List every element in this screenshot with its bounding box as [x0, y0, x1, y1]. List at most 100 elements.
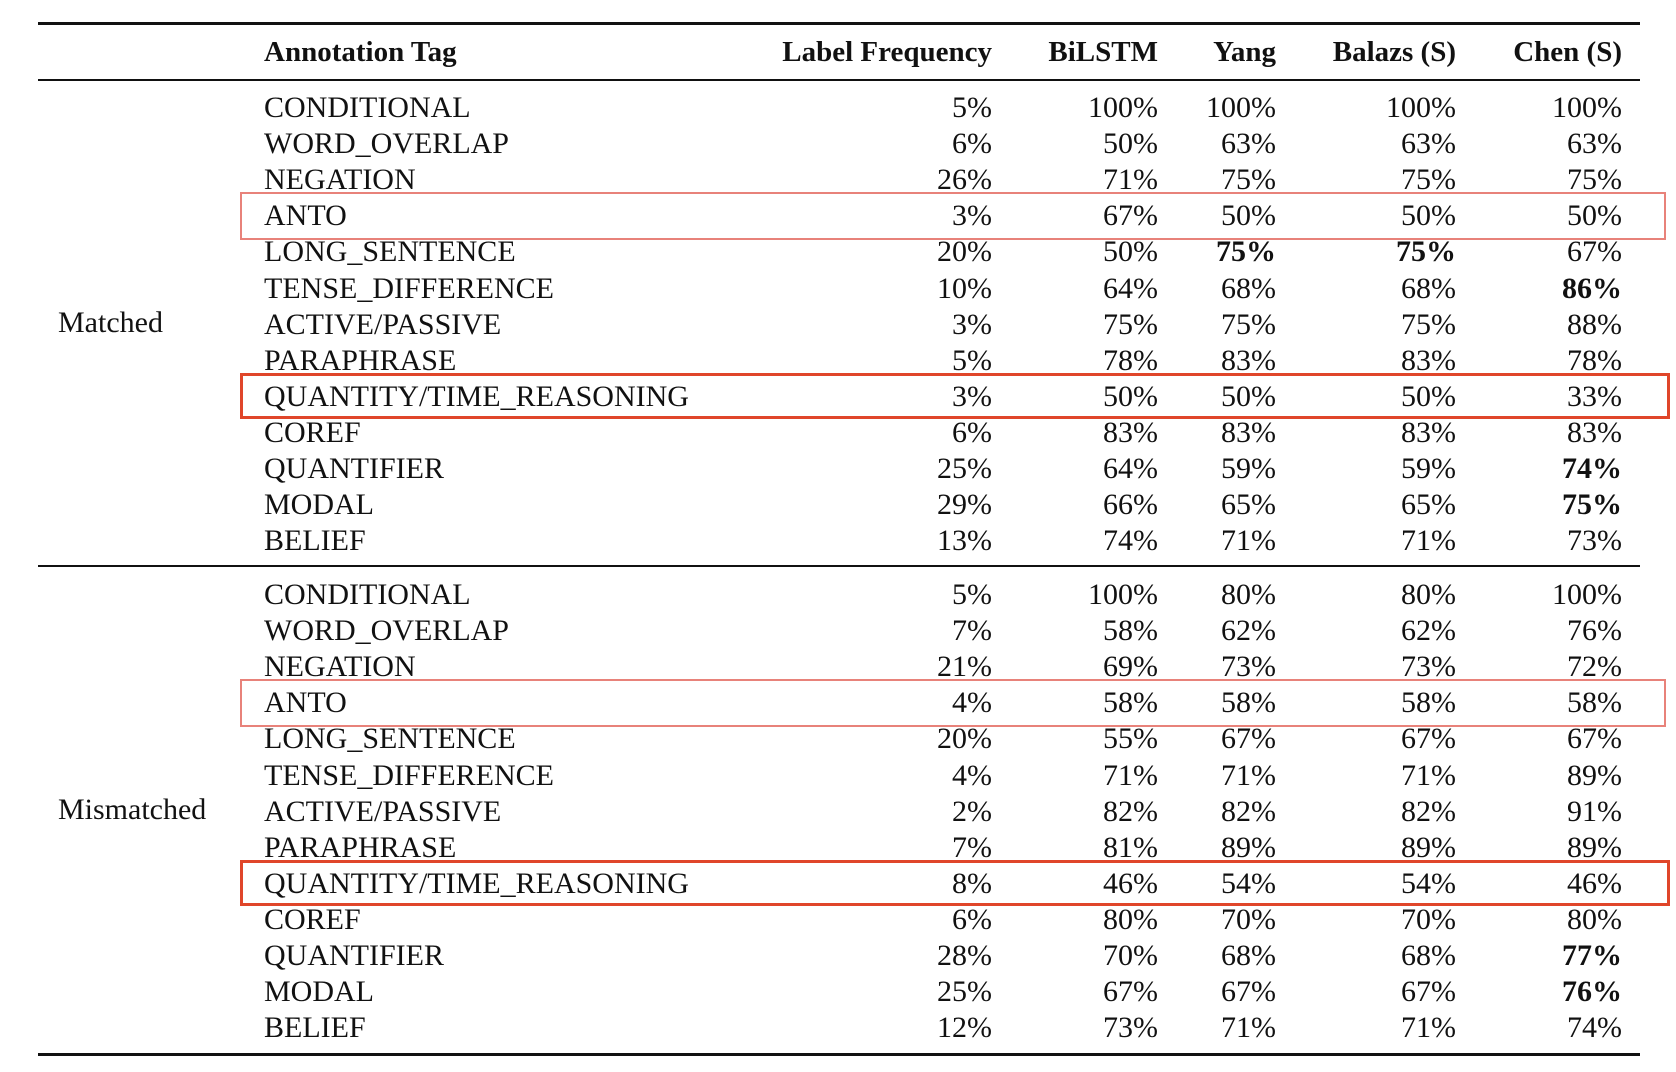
chen-cell: 67% — [1567, 722, 1622, 755]
annotation-tag-cell: NEGATION — [264, 650, 416, 683]
header-balazs: Balazs (S) — [1332, 36, 1456, 68]
balazs-cell: 58% — [1401, 686, 1456, 719]
freq-cell: 25% — [937, 452, 992, 485]
annotation-tag-cell: BELIEF — [264, 524, 366, 557]
annotation-tag-cell: QUANTIFIER — [264, 939, 444, 972]
balazs-cell: 54% — [1401, 867, 1456, 900]
balazs-cell: 67% — [1401, 722, 1456, 755]
yang-cell: 50% — [1221, 199, 1276, 232]
freq-cell: 12% — [937, 1011, 992, 1044]
annotation-tag-cell: COREF — [264, 903, 361, 936]
chen-cell: 74% — [1562, 452, 1622, 485]
freq-cell: 4% — [952, 686, 992, 719]
group-label-matched: Matched — [58, 306, 163, 339]
chen-cell: 86% — [1562, 272, 1622, 305]
yang-cell: 65% — [1221, 488, 1276, 521]
bilstm-cell: 55% — [1103, 722, 1158, 755]
annotation-tag-cell: WORD_OVERLAP — [264, 614, 509, 647]
header-bilstm: BiLSTM — [1048, 36, 1158, 68]
annotation-tag-cell: QUANTITY/TIME_REASONING — [264, 380, 689, 413]
balazs-cell: 63% — [1401, 127, 1456, 160]
chen-cell: 75% — [1562, 488, 1622, 521]
chen-cell: 80% — [1567, 903, 1622, 936]
annotation-tag-cell: QUANTIFIER — [264, 452, 444, 485]
header-annotation-tag: Annotation Tag — [264, 36, 457, 68]
freq-cell: 3% — [952, 199, 992, 232]
chen-cell: 77% — [1562, 939, 1622, 972]
freq-cell: 13% — [937, 524, 992, 557]
top-rule — [38, 22, 1640, 25]
bilstm-cell: 73% — [1103, 1011, 1158, 1044]
balazs-cell: 83% — [1401, 416, 1456, 449]
yang-cell: 71% — [1221, 524, 1276, 557]
freq-cell: 4% — [952, 759, 992, 792]
bilstm-cell: 67% — [1103, 199, 1158, 232]
balazs-cell: 59% — [1401, 452, 1456, 485]
chen-cell: 75% — [1567, 163, 1622, 196]
chen-cell: 46% — [1567, 867, 1622, 900]
annotation-tag-cell: MODAL — [264, 975, 374, 1008]
chen-cell: 100% — [1552, 91, 1622, 124]
bilstm-cell: 64% — [1103, 272, 1158, 305]
yang-cell: 68% — [1221, 939, 1276, 972]
yang-cell: 89% — [1221, 831, 1276, 864]
annotation-tag-cell: ACTIVE/PASSIVE — [264, 795, 502, 828]
freq-cell: 6% — [952, 127, 992, 160]
yang-cell: 67% — [1221, 722, 1276, 755]
freq-cell: 5% — [952, 91, 992, 124]
freq-cell: 8% — [952, 867, 992, 900]
bilstm-cell: 46% — [1103, 867, 1158, 900]
balazs-cell: 89% — [1401, 831, 1456, 864]
balazs-cell: 82% — [1401, 795, 1456, 828]
annotation-tag-cell: WORD_OVERLAP — [264, 127, 509, 160]
annotation-tag-cell: LONG_SENTENCE — [264, 722, 516, 755]
bilstm-cell: 67% — [1103, 975, 1158, 1008]
balazs-cell: 71% — [1401, 759, 1456, 792]
row-highlight-box — [240, 860, 1670, 906]
annotation-tag-cell: QUANTITY/TIME_REASONING — [264, 867, 689, 900]
freq-cell: 7% — [952, 831, 992, 864]
freq-cell: 5% — [952, 578, 992, 611]
balazs-cell: 70% — [1401, 903, 1456, 936]
balazs-cell: 67% — [1401, 975, 1456, 1008]
yang-cell: 67% — [1221, 975, 1276, 1008]
freq-cell: 7% — [952, 614, 992, 647]
header-yang: Yang — [1213, 36, 1276, 68]
freq-cell: 3% — [952, 380, 992, 413]
balazs-cell: 50% — [1401, 199, 1456, 232]
yang-cell: 59% — [1221, 452, 1276, 485]
freq-cell: 3% — [952, 308, 992, 341]
annotation-tag-cell: TENSE_DIFFERENCE — [264, 759, 555, 792]
annotation-tag-cell: TENSE_DIFFERENCE — [264, 272, 555, 305]
chen-cell: 89% — [1567, 759, 1622, 792]
header-label-frequency: Label Frequency — [782, 36, 992, 68]
balazs-cell: 50% — [1401, 380, 1456, 413]
annotation-tag-cell: CONDITIONAL — [264, 91, 471, 124]
bilstm-cell: 70% — [1103, 939, 1158, 972]
balazs-cell: 75% — [1401, 163, 1456, 196]
chen-cell: 63% — [1567, 127, 1622, 160]
chen-cell: 89% — [1567, 831, 1622, 864]
balazs-cell: 80% — [1401, 578, 1456, 611]
bilstm-cell: 58% — [1103, 614, 1158, 647]
annotation-tag-cell: NEGATION — [264, 163, 416, 196]
yang-cell: 80% — [1221, 578, 1276, 611]
yang-cell: 75% — [1216, 235, 1276, 268]
balazs-cell: 68% — [1401, 272, 1456, 305]
freq-cell: 28% — [937, 939, 992, 972]
balazs-cell: 68% — [1401, 939, 1456, 972]
bilstm-cell: 81% — [1103, 831, 1158, 864]
bilstm-cell: 50% — [1103, 380, 1158, 413]
bilstm-cell: 74% — [1103, 524, 1158, 557]
yang-cell: 63% — [1221, 127, 1276, 160]
bilstm-cell: 50% — [1103, 127, 1158, 160]
yang-cell: 100% — [1206, 91, 1276, 124]
chen-cell: 58% — [1567, 686, 1622, 719]
annotation-tag-cell: ANTO — [264, 199, 347, 232]
freq-cell: 29% — [937, 488, 992, 521]
annotation-tag-cell: PARAPHRASE — [264, 831, 457, 864]
yang-cell: 70% — [1221, 903, 1276, 936]
chen-cell: 78% — [1567, 344, 1622, 377]
chen-cell: 88% — [1567, 308, 1622, 341]
